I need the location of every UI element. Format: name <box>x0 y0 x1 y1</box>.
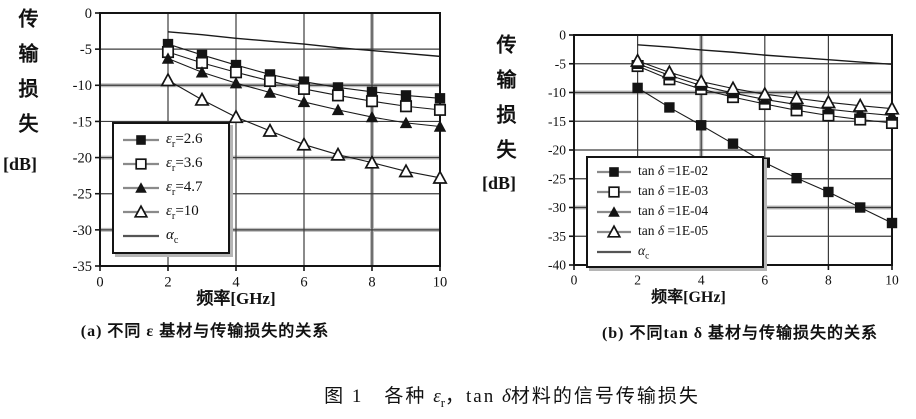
y-tick-label: -5 <box>555 56 566 71</box>
y-tick-label: -20 <box>548 143 566 158</box>
x-tick-label: 10 <box>433 275 448 291</box>
legend-item: tan δ =1E-03 <box>596 182 756 202</box>
caption-b: (b) 不同tan δ 基材与传输损失的关系 <box>601 325 879 342</box>
y-tick-label: -30 <box>548 200 566 215</box>
open-triangle-marker-icon <box>123 204 159 218</box>
x-tick-label: 0 <box>96 275 103 291</box>
legend-box-b: tan δ =1E-02 tan δ =1E-03 tan δ =1E-04 tan … <box>586 156 764 268</box>
x-tick-label: 0 <box>571 273 578 288</box>
x-tick-label: 8 <box>825 273 832 288</box>
delta-symbol: δ <box>501 386 511 407</box>
legend-label: tan δ =1E-04 <box>638 203 709 219</box>
y-tick-label: -30 <box>73 223 92 239</box>
chart-a-canvas: 0 2 4 6 8 10 0 -5 -10 -15 -20 -25 -30 -35 频率[GHz] εr=2.… <box>50 0 450 316</box>
y-tick-label: -35 <box>73 259 92 275</box>
x-tick-label: 4 <box>698 273 705 288</box>
legend-item: tan δ =1E-04 <box>596 202 756 222</box>
legend-item: εr=2.6 <box>122 128 222 152</box>
x-tick-label: 6 <box>761 273 768 288</box>
x-tick-label: 8 <box>368 275 375 291</box>
x-tick-label: 10 <box>885 273 899 288</box>
y-tick-label: -10 <box>73 78 92 94</box>
filled-square-marker-icon <box>123 135 159 145</box>
legend-item: εr=3.6 <box>122 152 222 176</box>
x-tick-label: 4 <box>232 275 240 291</box>
epsilon-symbol: ε <box>433 386 441 407</box>
filled-square-marker-icon <box>597 167 631 177</box>
legend-box-a: εr=2.6 εr=3.6 εr=4.7 εr=10 αc <box>112 122 230 254</box>
filled-triangle-marker-icon <box>597 206 631 217</box>
y-axis-label-b: 传输损失 <box>493 34 515 174</box>
y-tick-label: -40 <box>548 258 566 273</box>
legend-label: εr=2.6 <box>166 130 203 150</box>
open-square-marker-icon <box>597 186 631 198</box>
legend-label: αc <box>166 226 179 246</box>
legend-label: εr=10 <box>166 202 199 222</box>
legend-item: αc <box>596 242 756 262</box>
y-tick-label: -15 <box>548 114 566 129</box>
y-tick-label: -5 <box>80 42 92 58</box>
legend-item: tan δ =1E-05 <box>596 222 756 242</box>
y-tick-label: -25 <box>548 171 566 186</box>
x-tick-label: 2 <box>634 273 641 288</box>
y-tick-label: -35 <box>548 229 566 244</box>
legend-item: εr=10 <box>122 200 222 224</box>
x-tick-label: 2 <box>164 275 171 291</box>
y-tick-label: -15 <box>73 114 92 130</box>
legend-label: tan δ =1E-02 <box>638 163 709 179</box>
legend-item: εr=4.7 <box>122 176 222 200</box>
y-tick-label: -10 <box>548 85 566 100</box>
line-marker-icon <box>597 250 631 254</box>
x-axis-label: 频率[GHz] <box>196 288 275 308</box>
chart-b-canvas: 0 2 4 6 8 10 0 -5 -10 -15 -20 -25 -30 -35 -40 频率[GHz] ta… <box>524 20 906 320</box>
legend-label: εr=4.7 <box>166 178 203 198</box>
y-axis-label-a: 传输损失 <box>15 8 37 148</box>
figure-caption: 图 1 各种 εr，tan δ材料的信号传输损失 <box>324 386 700 410</box>
y-tick-label: -25 <box>73 187 92 203</box>
x-tick-label: 6 <box>300 275 307 291</box>
caption-a: (a) 不同 ε 基材与传输损失的关系 <box>80 323 330 340</box>
line-marker-icon <box>123 234 159 238</box>
legend-label: tan δ =1E-05 <box>638 223 709 239</box>
open-square-marker-icon <box>123 158 159 170</box>
chart-svg-a: 0 2 4 6 8 10 0 -5 -10 -15 -20 -25 -30 -35 频率[GHz] <box>73 6 448 308</box>
legend-item: tan δ =1E-02 <box>596 162 756 182</box>
y-axis-unit-b: [dB] <box>482 173 517 193</box>
filled-triangle-marker-icon <box>123 182 159 193</box>
y-axis-unit-a: [dB] <box>3 154 38 174</box>
y-tick-label: 0 <box>559 28 566 43</box>
legend-label: tan δ =1E-03 <box>638 183 709 199</box>
y-tick-label: -20 <box>73 151 92 167</box>
figure-caption-text: 图 1 各种 <box>324 386 434 407</box>
open-triangle-marker-icon <box>597 224 631 238</box>
legend-item: αc <box>122 224 222 248</box>
epsilon-subscript: r <box>440 394 445 410</box>
x-axis-label: 频率[GHz] <box>651 287 726 306</box>
legend-label: εr=3.6 <box>166 154 203 174</box>
legend-label: αc <box>638 243 650 261</box>
y-tick-label: 0 <box>85 6 92 22</box>
